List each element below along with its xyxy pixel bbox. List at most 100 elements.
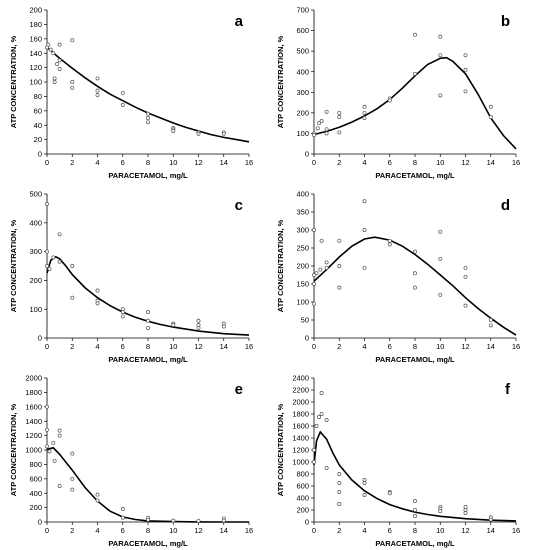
x-tick-label: 14: [487, 158, 495, 167]
data-point: [312, 448, 316, 452]
data-point: [438, 93, 443, 98]
data-point: [413, 514, 417, 518]
data-point: [463, 67, 468, 72]
y-axis-label: ATP CONCENTRATION, %: [276, 35, 285, 128]
x-tick-label: 14: [220, 526, 228, 535]
y-tick-label: 160: [29, 34, 42, 43]
x-tick-label: 4: [362, 158, 366, 167]
y-tick-label: 1000: [292, 458, 309, 467]
data-point: [488, 104, 493, 109]
y-tick-label: 250: [296, 244, 309, 253]
y-tick-label: 0: [38, 150, 42, 159]
x-tick-label: 12: [194, 158, 202, 167]
x-tick-label: 8: [413, 526, 417, 535]
x-tick-label: 16: [245, 526, 253, 535]
y-axis-label: ATP CONCENTRATION, %: [9, 219, 18, 312]
data-point: [337, 110, 342, 115]
x-tick-label: 0: [312, 526, 316, 535]
y-tick-label: 20: [34, 135, 42, 144]
x-tick-label: 4: [95, 342, 99, 351]
data-point: [95, 301, 100, 306]
data-point: [387, 238, 392, 243]
chart-panel-b: 0 100 200 300 400 500 600 700 0 2 4 6 8 10 12 14 16 PARAC…: [276, 6, 520, 180]
data-point: [95, 88, 100, 93]
data-point: [337, 502, 342, 506]
data-point: [488, 517, 493, 522]
data-point: [413, 499, 417, 503]
data-point: [337, 472, 342, 476]
y-axis-label: ATP CONCENTRATION, %: [9, 35, 18, 128]
data-point: [312, 301, 316, 306]
y-tick-label: 1800: [292, 410, 309, 419]
x-tick-label: 0: [45, 158, 49, 167]
x-tick-label: 2: [70, 158, 74, 167]
data-point: [120, 515, 125, 520]
y-tick-label: 180: [29, 20, 42, 29]
y-tick-label: 800: [29, 460, 42, 469]
y-tick-label: 300: [296, 88, 309, 97]
x-tick-label: 16: [245, 342, 253, 351]
x-tick-label: 6: [388, 158, 392, 167]
x-tick-label: 14: [220, 342, 228, 351]
y-tick-label: 1800: [25, 388, 42, 397]
y-tick-label: 100: [296, 129, 309, 138]
y-tick-label: 100: [296, 298, 309, 307]
data-point: [70, 476, 75, 481]
data-point: [387, 98, 392, 103]
data-point: [319, 238, 324, 243]
data-point: [57, 484, 62, 488]
data-point: [146, 116, 150, 120]
data-point: [55, 62, 60, 66]
y-tick-label: 300: [296, 226, 309, 235]
data-point: [95, 498, 100, 503]
data-point: [120, 310, 125, 315]
y-tick-label: 200: [296, 506, 309, 515]
x-tick-label: 10: [436, 342, 444, 351]
data-point: [146, 318, 150, 323]
data-point: [57, 232, 62, 237]
x-tick-label: 8: [146, 158, 150, 167]
data-point: [324, 418, 329, 422]
y-tick-label: 600: [296, 26, 309, 35]
y-tick-label: 200: [29, 503, 42, 512]
x-tick-label: 4: [362, 342, 366, 351]
data-point: [362, 110, 367, 115]
panel-letter: a: [235, 13, 244, 30]
data-point: [337, 130, 342, 135]
y-tick-label: 600: [296, 482, 309, 491]
y-tick-label: 600: [29, 474, 42, 483]
panel-letter: f: [505, 381, 511, 398]
data-point: [337, 238, 342, 243]
data-point: [413, 508, 417, 512]
data-point: [120, 90, 125, 95]
data-point: [51, 440, 56, 445]
data-point: [51, 255, 56, 260]
data-point: [324, 260, 329, 265]
y-tick-label: 2200: [292, 386, 309, 395]
data-point: [324, 265, 329, 270]
data-point: [337, 115, 342, 119]
y-tick-label: 350: [296, 208, 309, 217]
y-tick-label: 1600: [25, 402, 42, 411]
data-point: [337, 285, 342, 290]
chart-panel-e: 0 200 400 600 800 1000 1200 1400 1600 1800 2000 0 2 4…: [9, 374, 253, 548]
data-point: [463, 303, 468, 308]
x-tick-label: 8: [413, 158, 417, 167]
fit-curve: [313, 430, 517, 522]
data-point: [314, 424, 319, 428]
x-tick-label: 12: [461, 342, 469, 351]
y-tick-label: 2000: [292, 398, 309, 407]
x-tick-label: 6: [388, 526, 392, 535]
data-point: [51, 51, 56, 56]
data-point: [196, 131, 201, 136]
data-point: [57, 67, 62, 71]
data-point: [337, 490, 342, 494]
data-point: [438, 292, 443, 297]
y-tick-label: 100: [29, 78, 42, 87]
data-point: [488, 323, 493, 328]
x-tick-label: 10: [436, 158, 444, 167]
y-tick-label: 1200: [25, 431, 42, 440]
y-tick-label: 1000: [25, 446, 42, 455]
fit-curve: [46, 446, 249, 523]
